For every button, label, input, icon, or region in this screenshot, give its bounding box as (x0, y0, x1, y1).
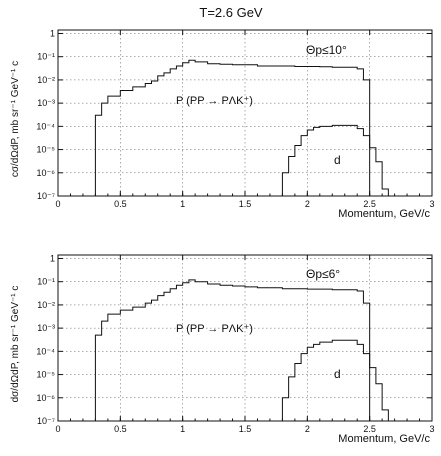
x-tick-label: 2.5 (363, 199, 376, 209)
y-axis-label: dσ/dΩdP, mb sr⁻¹ GeV⁻¹ c (10, 286, 21, 403)
x-axis-label: Momentum, GeV/c (338, 433, 430, 445)
y-tick-label: 10⁻¹ (37, 52, 55, 62)
x-tick-label: 0 (55, 424, 60, 434)
series-label-deuteron: d (334, 153, 341, 167)
y-axis-label: cσ/dΩdP, mb sr⁻¹ GeV⁻¹ c (10, 61, 21, 177)
angle-annotation: Θp≤6° (306, 267, 340, 281)
x-tick-label: 2 (305, 424, 310, 434)
x-tick-label: 0.5 (114, 199, 127, 209)
x-tick-label: 2.5 (363, 424, 376, 434)
x-tick-label: 3 (429, 199, 434, 209)
x-axis-label: Momentum, GeV/c (338, 208, 430, 220)
y-tick-label: 1 (50, 28, 55, 38)
y-tick-label: 10⁻³ (37, 323, 55, 333)
figure-title: T=2.6 GeV (199, 5, 263, 20)
x-tick-label: 1 (180, 424, 185, 434)
series-deuteron-histogram (281, 339, 389, 421)
series-label-proton: P (PP → PΛK⁺) (176, 95, 253, 107)
y-tick-label: 10⁻⁵ (37, 145, 56, 155)
panel-bottom: 0 0.5 1 1.5 2 2.5 3 1 10⁻¹ 10⁻² 10⁻³ 10⁻⁴ 10⁻⁵ 10⁻⁶ 10… (10, 253, 435, 445)
x-tick-label: 3 (429, 424, 434, 434)
y-tick-label: 10⁻⁷ (37, 191, 55, 201)
x-tick-label: 2 (305, 199, 310, 209)
series-proton-histogram (94, 279, 371, 421)
angle-annotation: Θp≤10° (306, 43, 347, 57)
series-proton-histogram (94, 59, 371, 196)
y-tick-label: 10⁻² (37, 75, 55, 85)
y-tick-label: 10⁻⁴ (36, 346, 55, 356)
x-tick-label: 1.5 (239, 199, 252, 209)
series-label-deuteron: d (334, 367, 341, 381)
y-tick-label: 10⁻⁶ (37, 393, 56, 403)
series-deuteron-histogram (281, 124, 389, 196)
y-tick-label: 10⁻⁶ (37, 168, 56, 178)
y-tick-label: 10⁻³ (37, 98, 55, 108)
y-tick-label: 1 (50, 253, 55, 263)
y-tick-label: 10⁻⁵ (37, 370, 56, 380)
x-tick-label: 1 (180, 199, 185, 209)
y-tick-label: 10⁻² (37, 300, 55, 310)
x-tick-label: 0.5 (114, 424, 127, 434)
x-tick-label: 1.5 (239, 424, 252, 434)
panel-top: 0 0.5 1 1.5 2 2.5 3 1 10⁻¹ 10⁻² 10⁻³ 10⁻⁴ 10⁻⁵ 10⁻⁶ 10… (10, 28, 435, 220)
series-label-proton: P (PP → PΛK⁺) (176, 323, 253, 335)
y-tick-label: 10⁻¹ (37, 277, 55, 287)
y-tick-label: 10⁻⁷ (37, 416, 55, 426)
y-tick-label: 10⁻⁴ (36, 121, 55, 131)
x-tick-label: 0 (55, 199, 60, 209)
